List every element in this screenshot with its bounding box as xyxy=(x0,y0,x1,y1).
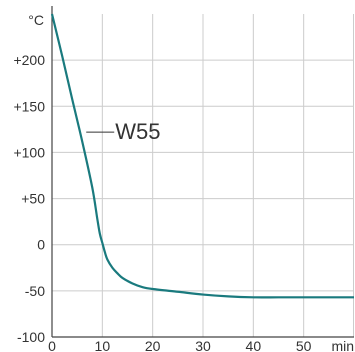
series-label: W55 xyxy=(115,119,160,144)
series xyxy=(50,13,354,299)
axes xyxy=(51,6,354,338)
grid xyxy=(52,14,354,337)
x-tick-label: 40 xyxy=(246,338,262,352)
y-tick-label: +50 xyxy=(21,191,45,207)
y-tick-label: +100 xyxy=(13,144,45,160)
x-tick-label: 30 xyxy=(195,338,211,352)
y-tick-label: +200 xyxy=(13,52,45,68)
x-tick-label: 0 xyxy=(48,338,56,352)
series-line-w55 xyxy=(50,13,354,299)
x-tick-label: 50 xyxy=(296,338,312,352)
y-tick-label: +150 xyxy=(13,98,45,114)
y-unit-label: °C xyxy=(28,12,44,28)
x-tick-label: 20 xyxy=(145,338,161,352)
y-tick-label: -50 xyxy=(25,283,45,299)
y-tick-label: 0 xyxy=(37,237,45,253)
y-tick-label: -100 xyxy=(17,329,45,345)
x-tick-label: 10 xyxy=(95,338,111,352)
x-unit-label: min xyxy=(331,338,354,352)
